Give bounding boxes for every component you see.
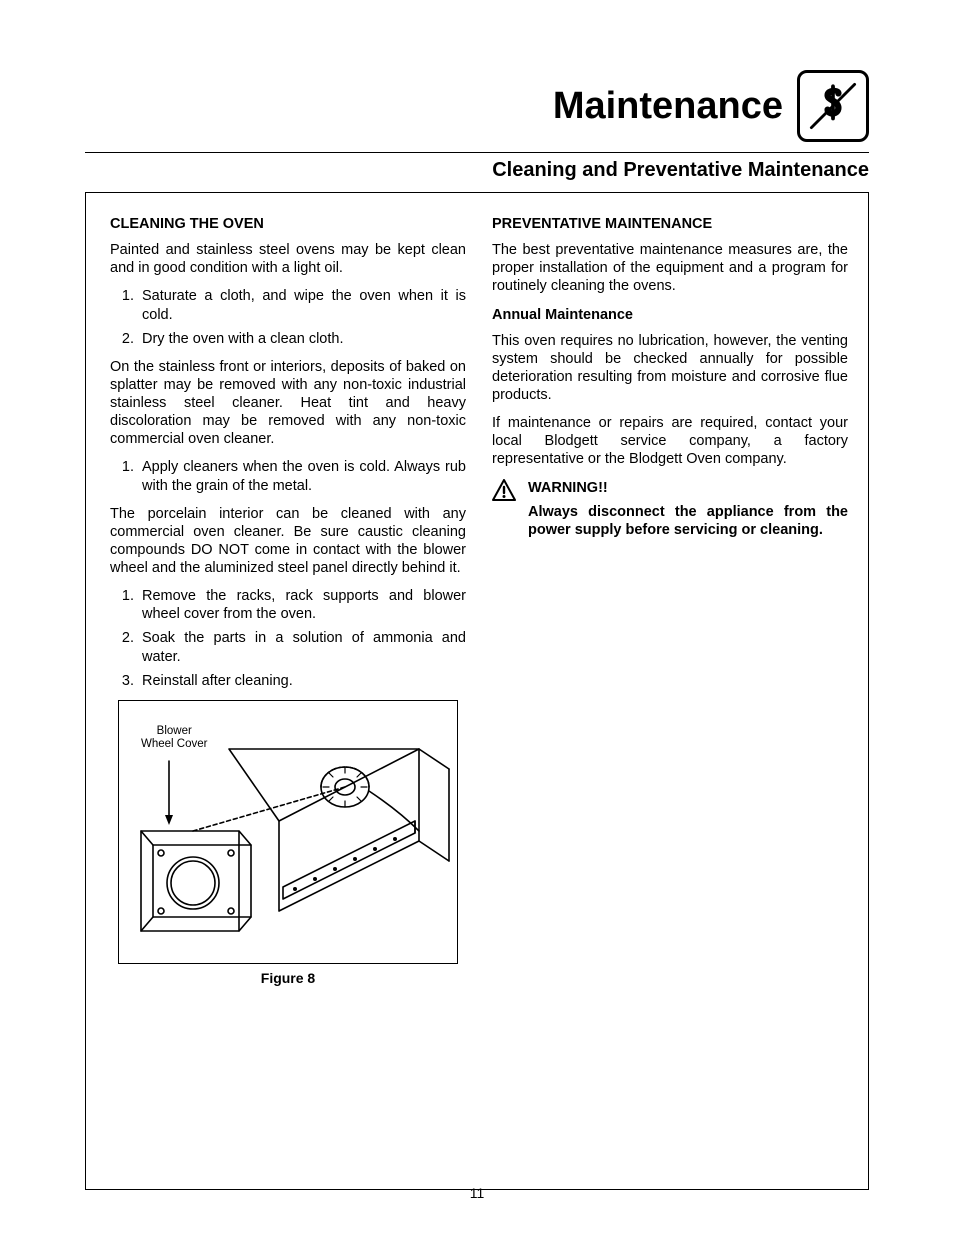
page: Maintenance Cleaning and Preventative Ma… bbox=[0, 0, 954, 1235]
left-list3: Remove the racks, rack supports and blow… bbox=[110, 587, 466, 690]
header-title: Maintenance bbox=[553, 85, 783, 128]
right-p3: If maintenance or repairs are required, … bbox=[492, 414, 848, 468]
warning-text: WARNING!! Always disconnect the applianc… bbox=[528, 479, 848, 539]
header-rule bbox=[85, 152, 869, 153]
page-header: Maintenance bbox=[85, 70, 869, 142]
figure-caption: Figure 8 bbox=[110, 970, 466, 988]
annual-maintenance-subhead: Annual Maintenance bbox=[492, 306, 848, 324]
left-list2: Apply cleaners when the oven is cold. Al… bbox=[110, 458, 466, 494]
content-box: CLEANING THE OVEN Painted and stainless … bbox=[85, 192, 869, 1190]
right-p2: This oven requires no lubrication, howev… bbox=[492, 332, 848, 405]
blower-wheel-cover-label: Blower Wheel Cover bbox=[141, 725, 207, 751]
figure-8: Blower Wheel Cover bbox=[110, 700, 466, 988]
left-list1: Saturate a cloth, and wipe the oven when… bbox=[110, 287, 466, 347]
right-column: PREVENTATIVE MAINTENANCE The best preven… bbox=[492, 215, 848, 987]
page-number: 11 bbox=[0, 1185, 954, 1201]
left-heading: CLEANING THE OVEN bbox=[110, 215, 466, 233]
left-p2: On the stainless front or interiors, dep… bbox=[110, 358, 466, 449]
warning-title: WARNING!! bbox=[528, 479, 848, 497]
list-item: Reinstall after cleaning. bbox=[138, 672, 466, 690]
left-p1: Painted and stainless steel ovens may be… bbox=[110, 241, 466, 277]
list-item: Soak the parts in a solution of ammonia … bbox=[138, 629, 466, 665]
figure-frame: Blower Wheel Cover bbox=[118, 700, 458, 964]
warning-block: WARNING!! Always disconnect the applianc… bbox=[492, 479, 848, 539]
list-item: Saturate a cloth, and wipe the oven when… bbox=[138, 287, 466, 323]
warning-body: Always disconnect the appliance from the… bbox=[528, 503, 848, 539]
two-column-layout: CLEANING THE OVEN Painted and stainless … bbox=[110, 215, 848, 987]
figure-label-line1: Blower bbox=[157, 725, 192, 737]
list-item: Remove the racks, rack supports and blow… bbox=[138, 587, 466, 623]
list-item: Apply cleaners when the oven is cold. Al… bbox=[138, 458, 466, 494]
list-item: Dry the oven with a clean cloth. bbox=[138, 330, 466, 348]
left-p3: The porcelain interior can be cleaned wi… bbox=[110, 505, 466, 578]
right-heading: PREVENTATIVE MAINTENANCE bbox=[492, 215, 848, 233]
page-subtitle: Cleaning and Preventative Maintenance bbox=[85, 159, 869, 182]
figure-label-line2: Wheel Cover bbox=[141, 738, 207, 750]
warning-icon bbox=[492, 479, 518, 539]
logo-icon bbox=[797, 70, 869, 142]
left-column: CLEANING THE OVEN Painted and stainless … bbox=[110, 215, 466, 987]
right-p1: The best preventative maintenance measur… bbox=[492, 241, 848, 295]
